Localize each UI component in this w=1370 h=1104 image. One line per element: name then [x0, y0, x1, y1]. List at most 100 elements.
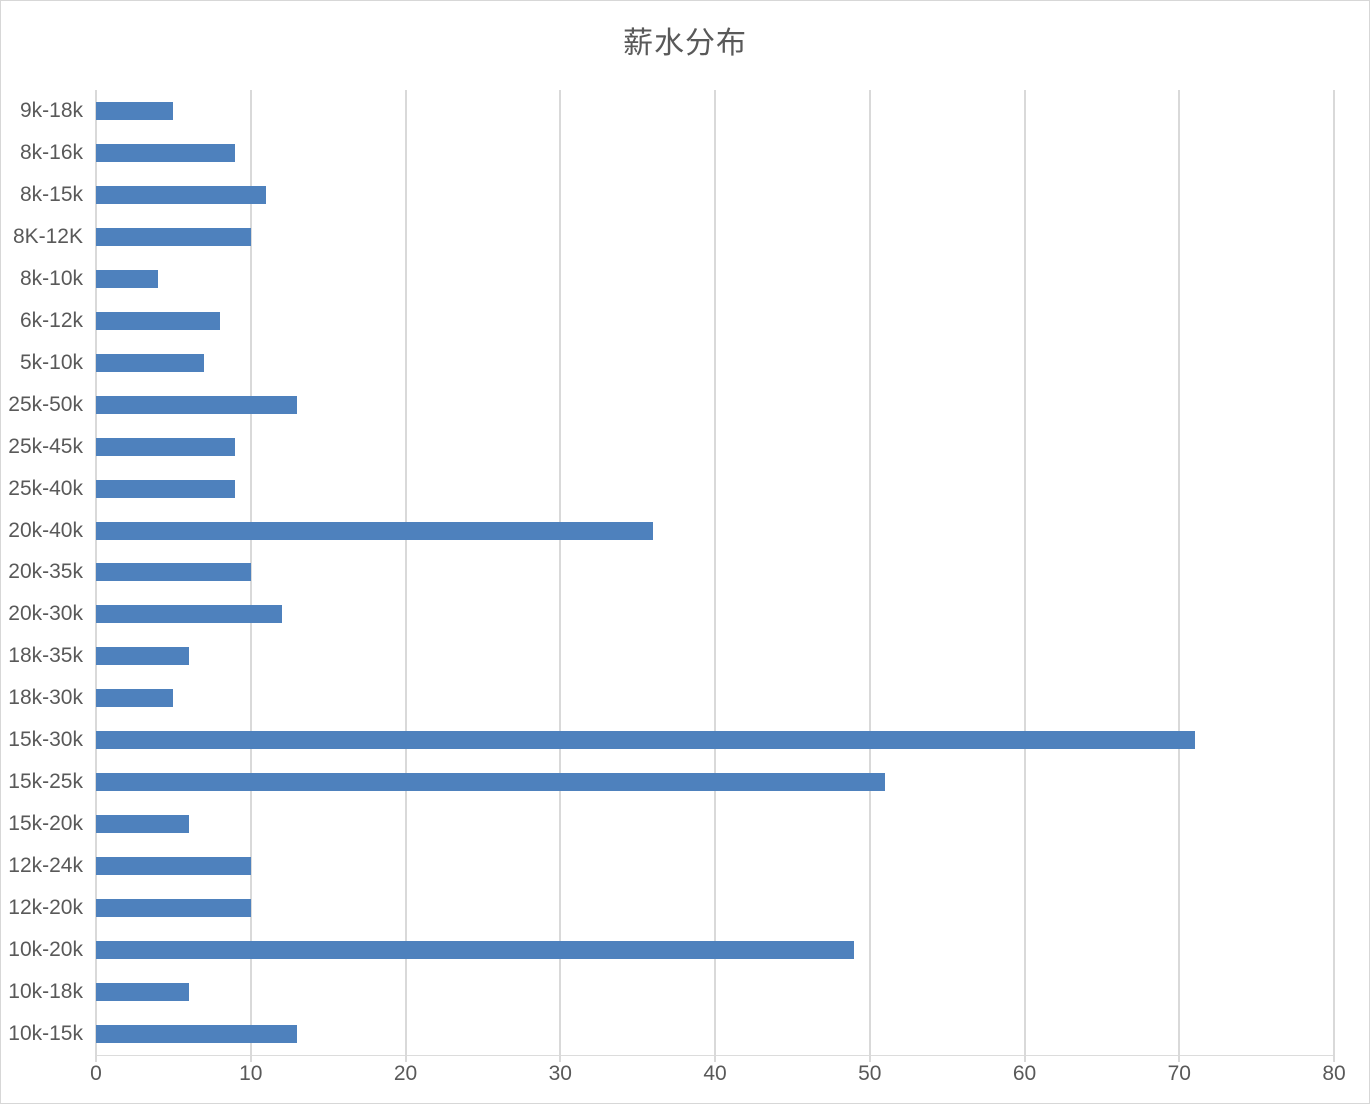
axis-tick-80	[1333, 1055, 1335, 1062]
gridline-20	[404, 90, 407, 1055]
bar-row	[96, 593, 1334, 635]
axis-tick-60	[1023, 1055, 1026, 1062]
plot-area	[95, 90, 1335, 1062]
gridline-30	[559, 90, 562, 1055]
bar	[96, 647, 189, 666]
bar	[96, 185, 267, 204]
bar	[96, 941, 855, 960]
x-tick-label: 30	[548, 1062, 572, 1085]
axis-tick-20	[404, 1055, 407, 1062]
bar-row	[96, 887, 1334, 929]
gridline-40	[714, 90, 716, 1055]
bar	[96, 437, 236, 456]
x-tick-label: 60	[1012, 1062, 1037, 1085]
category-label: 15k-30k	[8, 728, 83, 752]
category-label: 20k-30k	[8, 602, 83, 626]
bar	[96, 563, 251, 582]
category-label: 8k-16k	[19, 140, 83, 164]
category-label: 15k-25k	[8, 770, 83, 794]
gridline-70	[1178, 90, 1181, 1055]
x-tick-label: 50	[858, 1062, 882, 1085]
bar	[96, 479, 236, 498]
bar-row	[96, 468, 1334, 510]
bar	[96, 857, 251, 876]
bar	[96, 521, 654, 540]
bar	[96, 773, 886, 792]
x-tick-label: 80	[1322, 1062, 1346, 1085]
bar	[96, 899, 251, 918]
category-label: 8k-15k	[19, 182, 83, 206]
bar-row	[96, 551, 1334, 593]
category-label: 5k-10k	[19, 350, 83, 374]
category-label: 8K-12K	[12, 224, 83, 248]
category-label: 25k-40k	[8, 476, 83, 500]
bar	[96, 101, 174, 120]
bar-row	[96, 174, 1334, 216]
axis-tick-30	[559, 1055, 562, 1062]
axis-tick-0	[95, 1055, 97, 1062]
x-tick-label: 10	[239, 1062, 263, 1085]
axis-tick-40	[714, 1055, 716, 1062]
bar-row	[96, 677, 1334, 719]
axis-tick-70	[1178, 1055, 1181, 1062]
x-tick-label: 20	[393, 1062, 418, 1085]
bar-row	[96, 342, 1334, 384]
bar-row	[96, 761, 1334, 803]
bar-row	[96, 258, 1334, 300]
bar	[96, 731, 1195, 750]
category-label: 12k-24k	[8, 854, 83, 878]
category-label: 10k-20k	[8, 938, 83, 962]
bar	[96, 689, 174, 708]
bar-row	[96, 845, 1334, 887]
category-label: 18k-30k	[8, 686, 83, 710]
bar	[96, 815, 189, 834]
x-tick-label: 40	[703, 1062, 727, 1085]
bar-row	[96, 132, 1334, 174]
bar	[96, 143, 236, 162]
bar	[96, 982, 189, 1001]
bar-row	[96, 426, 1334, 468]
bar-row	[96, 90, 1334, 132]
category-label: 18k-35k	[8, 644, 83, 668]
bar-row	[96, 1013, 1334, 1055]
bar-row	[96, 384, 1334, 426]
category-label: 10k-15k	[8, 1021, 83, 1045]
bar	[96, 311, 220, 330]
value-axis-labels: 0 10 20 30 40 50 60 70 80	[90, 1062, 1346, 1090]
bar	[96, 605, 282, 624]
gridline-80	[1333, 90, 1335, 1055]
bar-row	[96, 719, 1334, 761]
category-label: 20k-40k	[8, 518, 83, 542]
x-tick-label: 0	[90, 1062, 102, 1085]
bar-series	[96, 90, 1334, 1055]
bar	[96, 353, 205, 372]
bar	[96, 1024, 298, 1043]
category-axis-labels: 9k-18k 8k-16k 8k-15k 8K-12K 8k-10k 6k-12k 5k-1…	[1, 90, 83, 1055]
axis-tick-10	[249, 1055, 252, 1062]
category-label: 15k-20k	[8, 812, 83, 836]
category-label: 20k-35k	[8, 560, 83, 584]
bar-row	[96, 635, 1334, 677]
category-label: 25k-45k	[8, 434, 83, 458]
category-label: 6k-12k	[19, 308, 83, 332]
bar-row	[96, 216, 1334, 258]
category-label: 12k-20k	[8, 896, 83, 920]
gridline-10	[249, 90, 252, 1055]
x-tick-label: 70	[1167, 1062, 1191, 1085]
bar-row	[96, 803, 1334, 845]
gridline-50	[868, 90, 871, 1055]
bar-row	[96, 510, 1334, 552]
bar-row	[96, 929, 1334, 971]
category-label: 8k-10k	[19, 266, 83, 290]
bar-row	[96, 971, 1334, 1013]
bar	[96, 269, 158, 288]
bar-row	[96, 300, 1334, 342]
gridline-60	[1023, 90, 1026, 1055]
category-label: 9k-18k	[19, 98, 83, 122]
category-label: 10k-18k	[8, 979, 83, 1003]
axis-tick-50	[868, 1055, 871, 1062]
chart-title: 薪水分布	[623, 26, 747, 61]
bar	[96, 395, 298, 414]
bar	[96, 227, 251, 246]
